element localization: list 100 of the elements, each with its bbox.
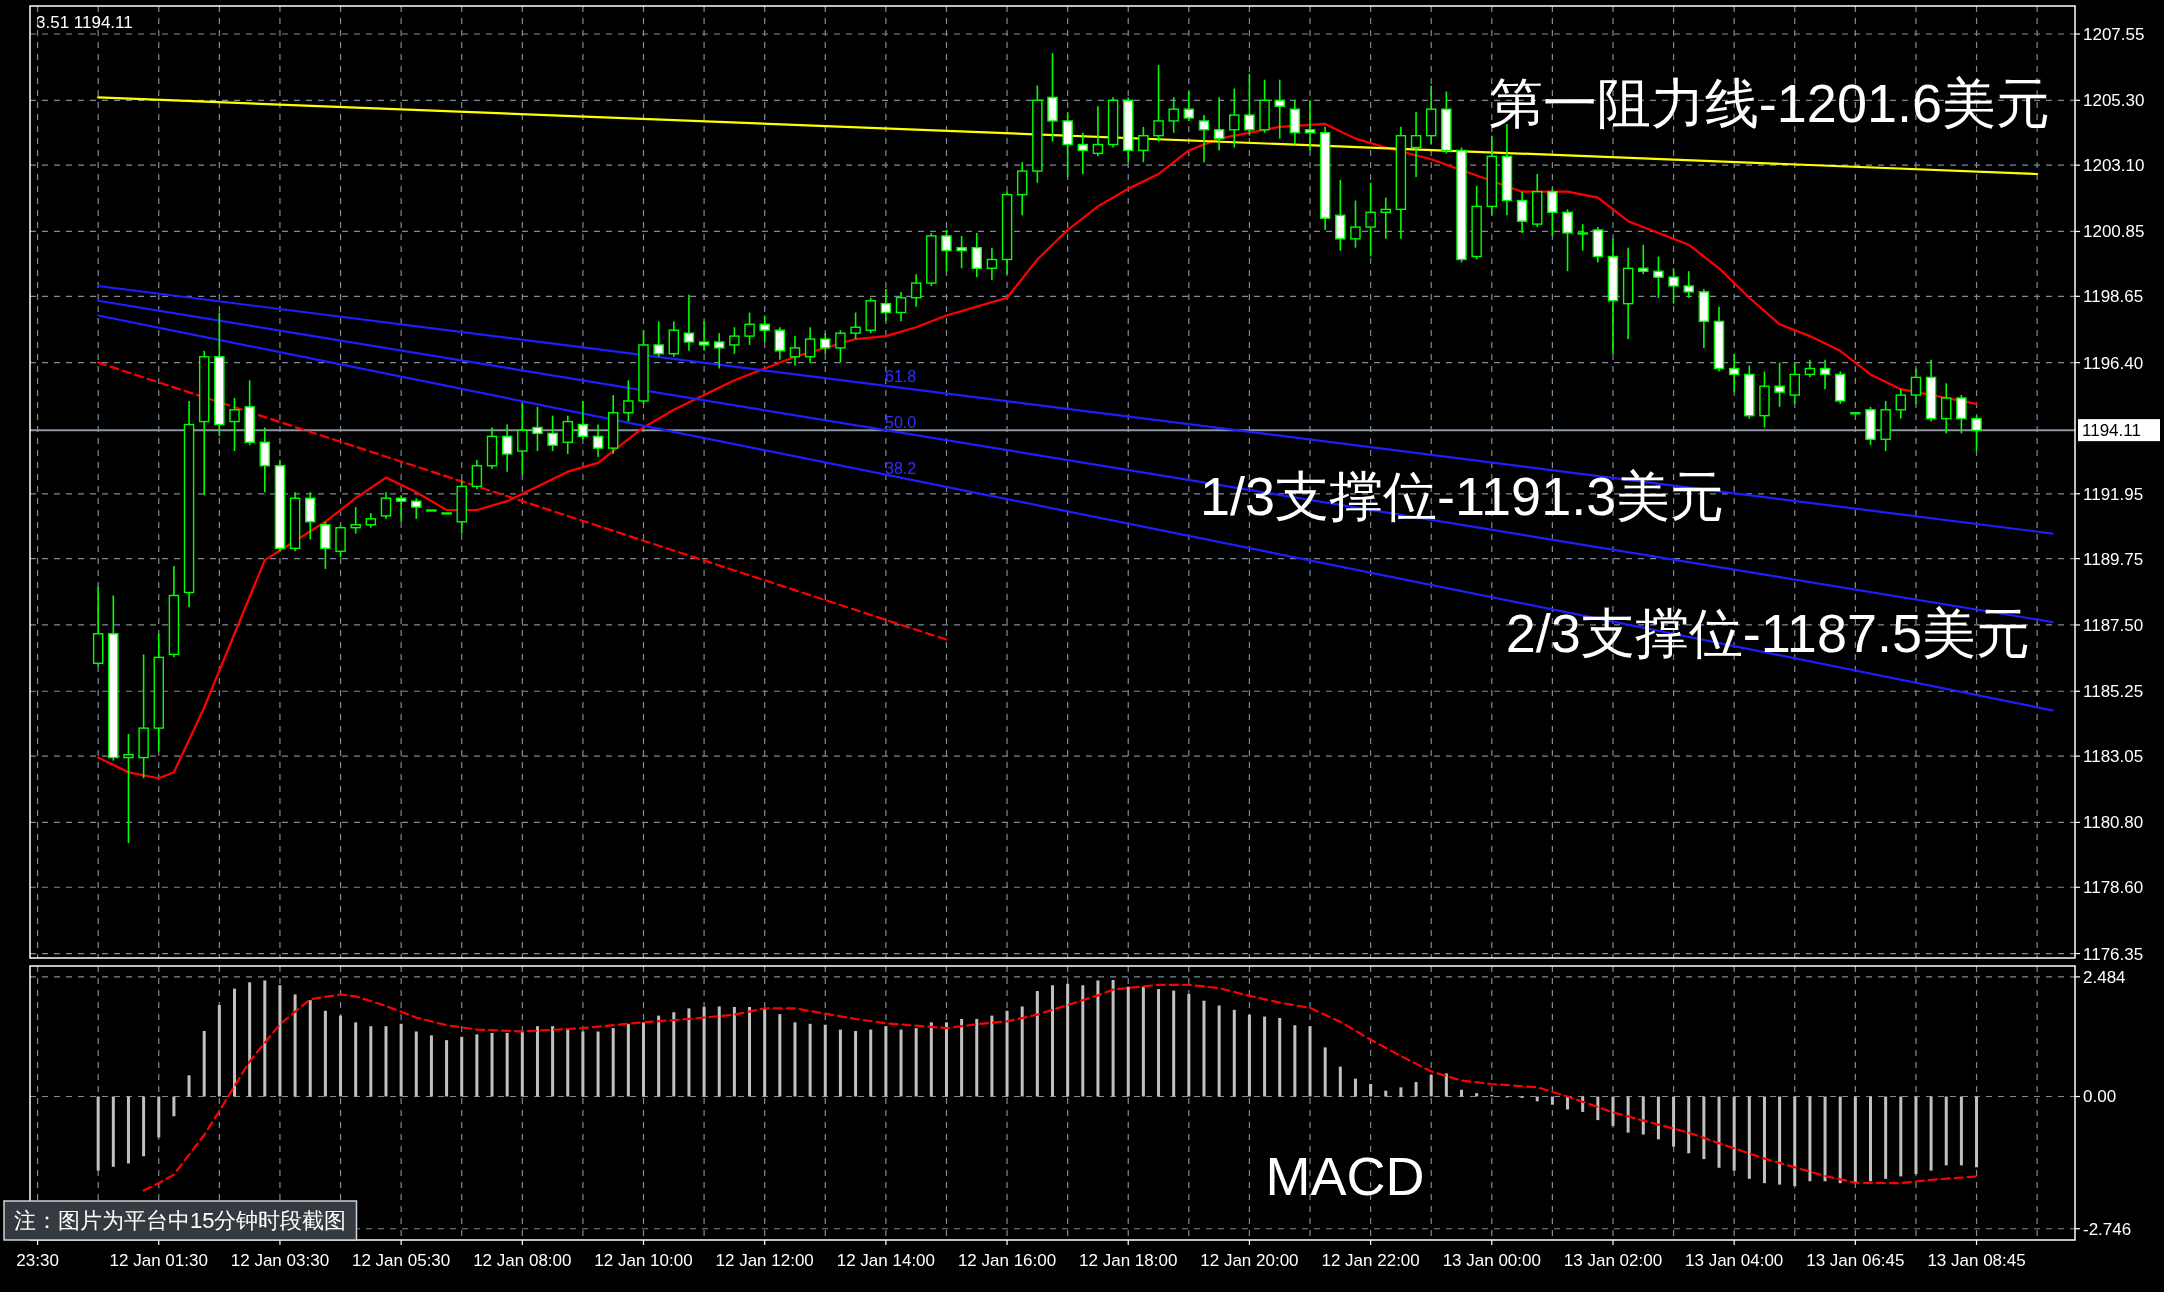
bar [1656,1096,1660,1140]
bar [1853,1096,1857,1184]
candlestick [1562,208,1573,273]
bar [960,1018,964,1097]
candlestick [1304,99,1316,152]
candlestick [1350,199,1361,249]
candlestick [1092,105,1104,158]
annotation: 注：图片为平台中15分钟时段截图 [14,1208,347,1233]
bar [1111,979,1115,1097]
bar [581,1031,585,1097]
candlestick [1016,161,1028,217]
bar [1823,1096,1827,1182]
bar [1444,1073,1448,1097]
candlestick [577,400,589,441]
y-tick-label: 1198.65 [2083,287,2144,307]
bar [1717,1096,1721,1168]
bar [566,1028,570,1097]
bar [611,1028,615,1097]
bar [217,1005,221,1097]
x-tick-label: 13 Jan 08:45 [1927,1251,2026,1270]
bar [111,1096,115,1167]
candlestick [986,246,998,281]
candlestick [1153,64,1164,143]
candlestick [683,294,695,352]
bar [399,1023,403,1097]
x-tick-label: 12 Jan 05:30 [351,1251,451,1270]
bar [626,1023,630,1097]
candlestick [517,403,528,476]
candlestick [744,311,755,346]
bar [1263,1016,1267,1097]
x-tick-label: 12 Jan 10:00 [594,1251,693,1270]
candlestick [729,326,740,355]
candlestick [1168,96,1179,134]
bar [248,982,252,1097]
y-tick-label: 1200.85 [2083,222,2145,242]
bar [899,1029,903,1097]
x-tick-label: 23:30 [16,1251,59,1270]
candlestick [1577,223,1588,252]
bar [1899,1096,1903,1177]
candlestick [1274,78,1285,140]
candlestick [1289,99,1301,146]
candlestick [1956,394,1967,435]
x-tick-label: 12 Jan 20:00 [1200,1251,1299,1270]
bar [263,980,267,1097]
y-tick-label: 1207.55 [2083,25,2145,44]
candlestick [759,314,770,343]
bar [1369,1083,1373,1097]
annotation: 61.8 [885,368,917,385]
candlestick [547,414,558,452]
y-tick-label: 1189.75 [2083,549,2144,569]
candlestick [1941,382,1952,435]
bar [823,1024,827,1097]
bar [202,1031,206,1097]
bar [354,1022,358,1097]
bar [460,1036,464,1097]
candlestick [1547,187,1558,237]
annotation: 50.0 [885,414,917,431]
ref-line-label: 1194.11 [2082,421,2141,441]
bar [642,1022,645,1097]
candlestick [714,332,725,370]
bar [1005,1010,1009,1097]
y-tick-label: 1187.50 [2083,615,2144,635]
candlestick [1971,414,1982,452]
x-tick-label: 12 Jan 01:30 [109,1251,208,1270]
candlestick [880,288,892,323]
bar [157,1096,161,1138]
bar [702,1006,706,1097]
bar [1914,1096,1918,1175]
bar [914,1028,918,1097]
bar [1929,1096,1933,1171]
bar [429,1035,433,1097]
x-tick-label: 12 Jan 16:00 [957,1251,1057,1270]
x-tick-label: 13 Jan 00:00 [1442,1251,1541,1270]
candlestick [820,332,831,355]
candlestick [1198,114,1210,164]
bar [1232,1009,1236,1097]
candlestick [1244,72,1255,137]
bar [1762,1096,1766,1184]
x-tick-label: 12 Jan 18:00 [1079,1251,1178,1270]
bar [369,1026,373,1097]
bar [1959,1096,1963,1166]
bar [1672,1096,1676,1147]
bar [1126,986,1130,1097]
bar [1944,1096,1948,1166]
bar [869,1029,873,1097]
candlestick [1683,270,1694,299]
bar [672,1012,676,1097]
bar [414,1031,418,1097]
bar [1596,1096,1600,1121]
bar [505,1032,509,1097]
bar [535,1026,539,1097]
bar [1353,1078,1357,1097]
annotation: 3.51 1194.11 [36,13,133,32]
candlestick [395,494,407,523]
bar [1323,1047,1327,1097]
bar [929,1022,933,1097]
candlestick [1516,190,1528,234]
candlestick [1728,352,1740,393]
annotation: 38.2 [885,460,917,477]
bar [96,1096,100,1171]
